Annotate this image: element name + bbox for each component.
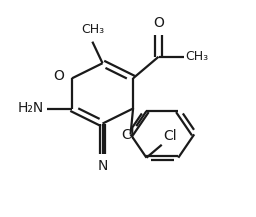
Text: CH₃: CH₃ <box>185 50 208 63</box>
Text: O: O <box>54 69 64 83</box>
Text: O: O <box>153 16 164 30</box>
Text: Cl: Cl <box>163 129 177 143</box>
Text: H₂N: H₂N <box>18 102 44 115</box>
Text: N: N <box>97 159 108 173</box>
Text: CH₃: CH₃ <box>81 23 104 36</box>
Text: Cl: Cl <box>121 128 135 142</box>
